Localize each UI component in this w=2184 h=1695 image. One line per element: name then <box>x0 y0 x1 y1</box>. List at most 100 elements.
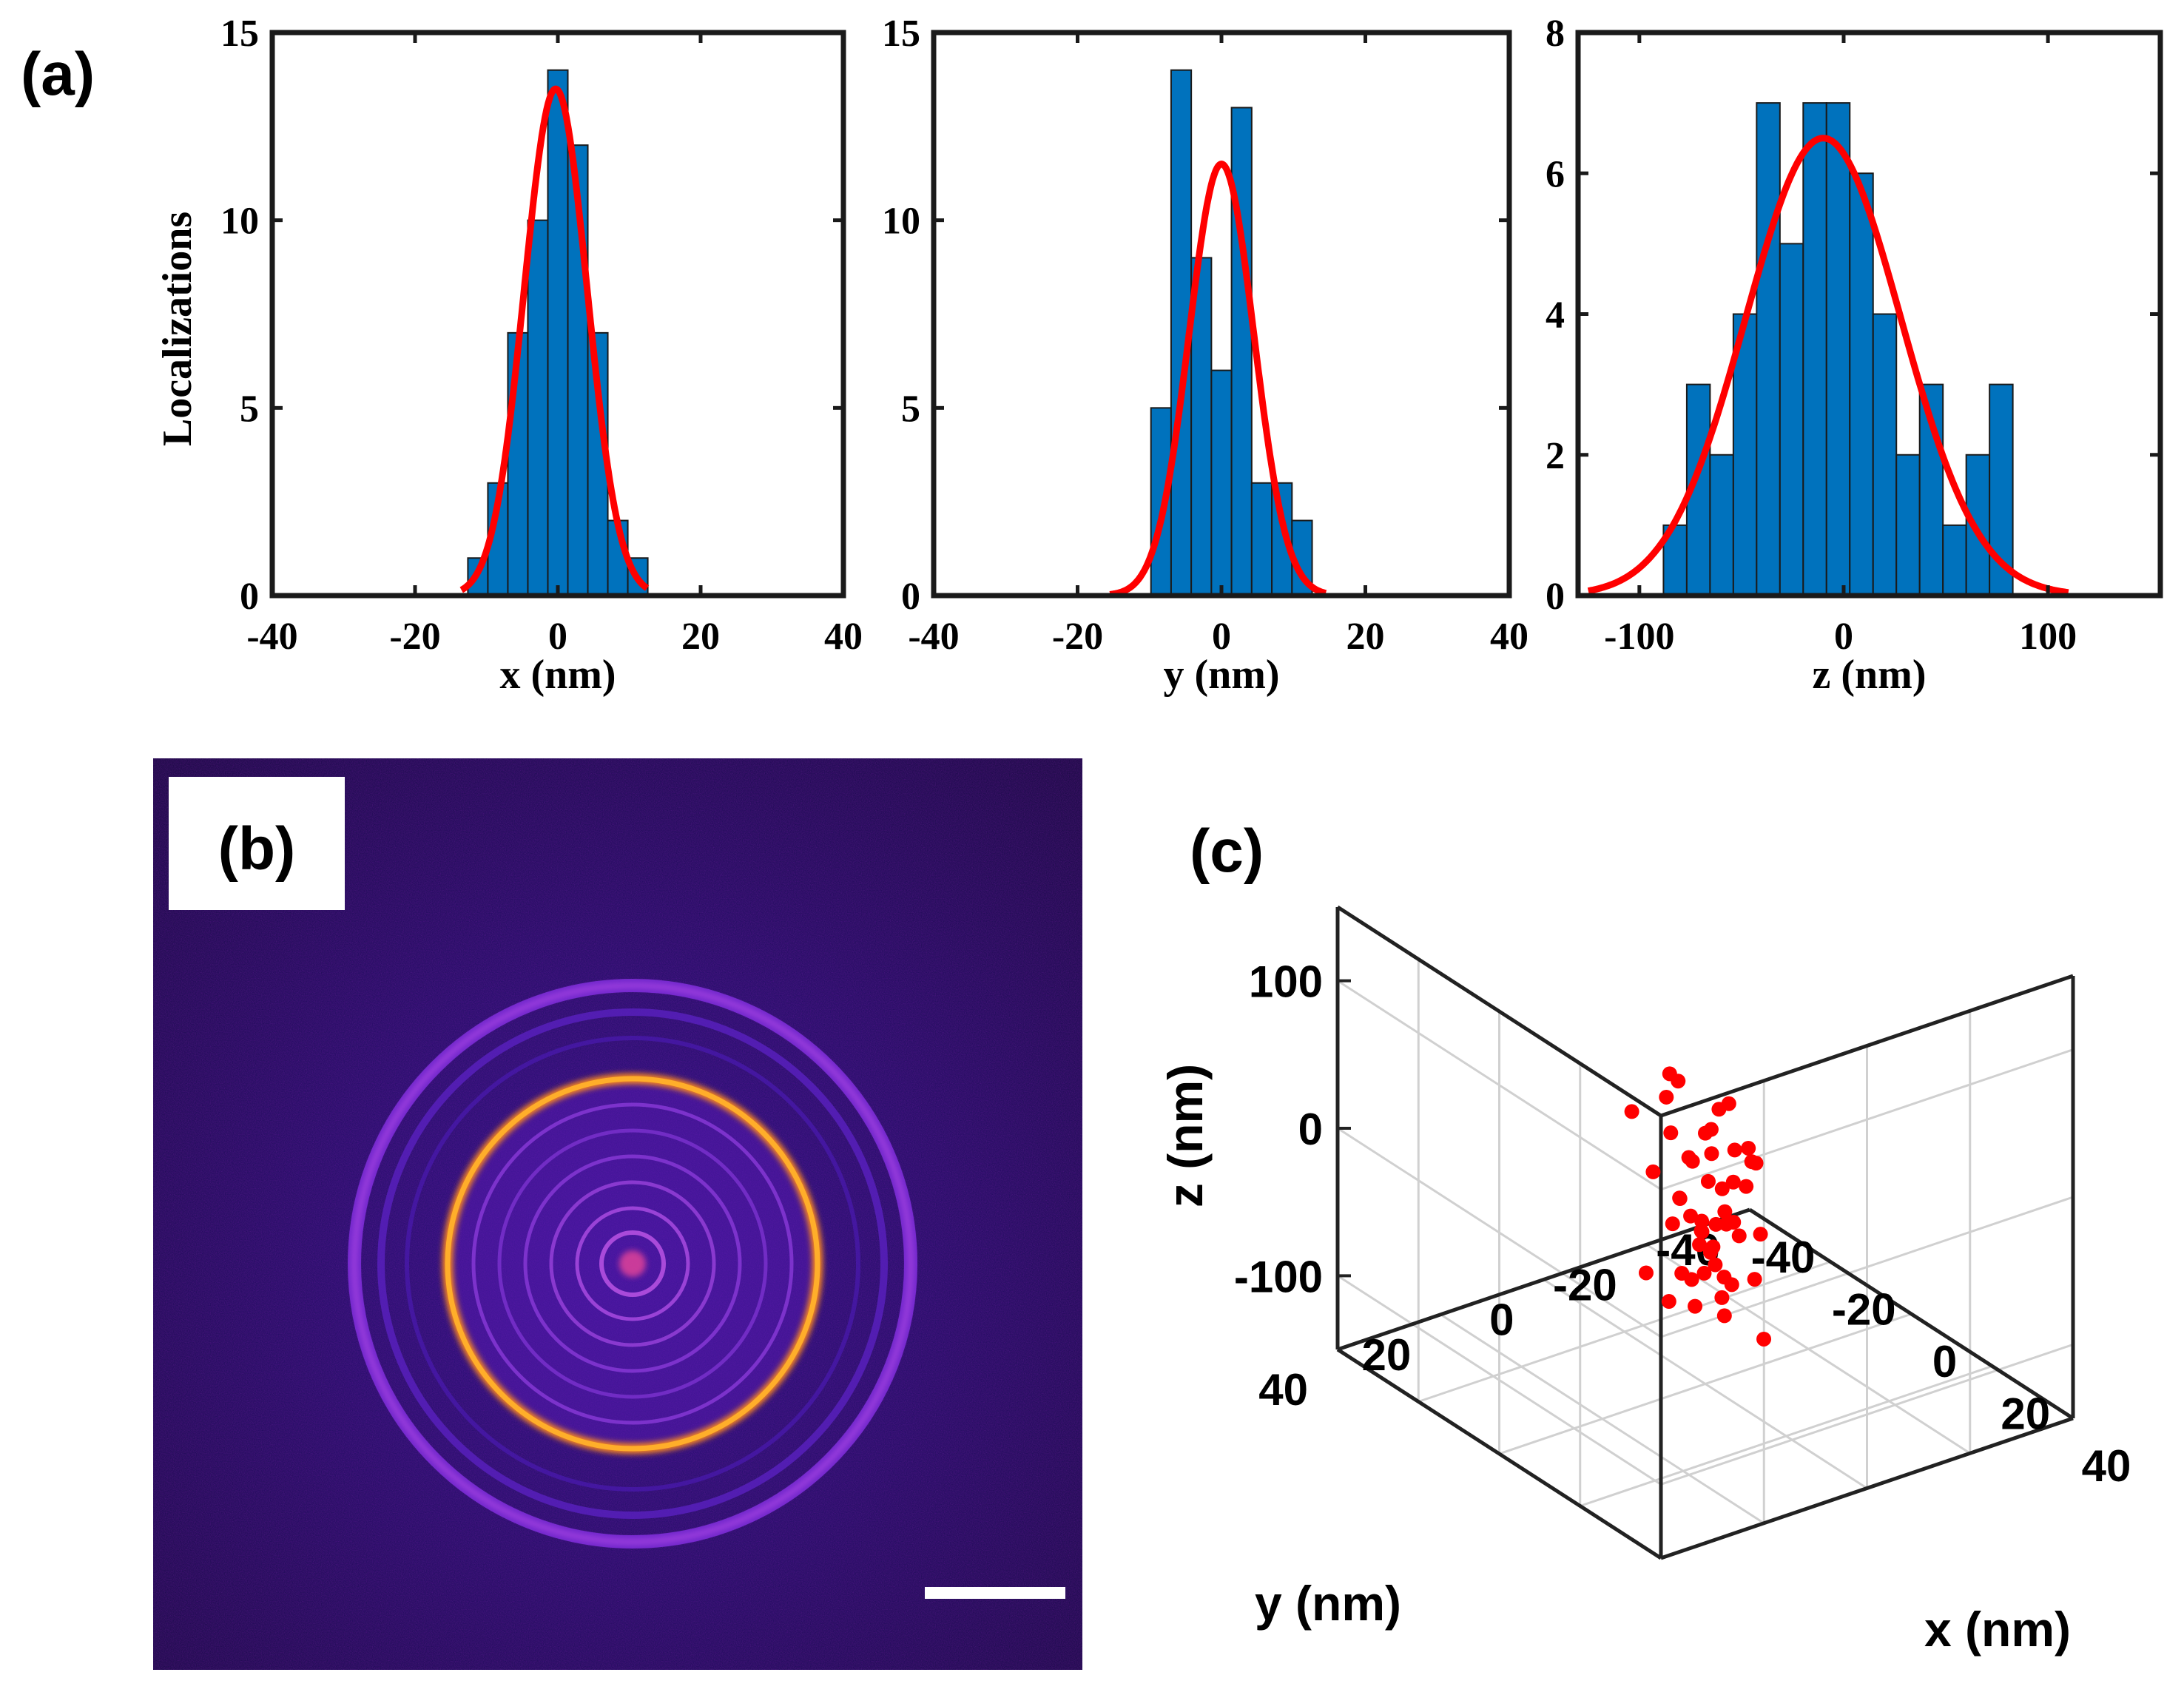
z-tick-label: -100 <box>1234 1252 1323 1301</box>
grid-line <box>1337 1275 1662 1486</box>
y-axis-line <box>1337 1207 1750 1352</box>
gaussian-fit-curve <box>459 85 650 593</box>
scatter-point <box>1716 1270 1732 1285</box>
x-tick-label: -20 <box>1052 616 1103 658</box>
scatter-point <box>1756 1331 1772 1347</box>
x-tick-label: 100 <box>2019 616 2077 658</box>
scatter-point <box>1692 1237 1708 1253</box>
scatter-point <box>1704 1146 1719 1162</box>
y-tick-label: 5 <box>240 388 259 430</box>
scatter-point <box>1663 1125 1679 1141</box>
histogram-bar <box>1802 102 1827 596</box>
grid-line <box>1337 1127 1662 1338</box>
panel-c-label: (c) <box>1190 818 1264 885</box>
panel-a-label: (a) <box>21 41 95 108</box>
histogram-bar <box>1210 369 1233 596</box>
box-edge <box>1660 974 2074 1118</box>
scatter-point <box>1688 1298 1703 1314</box>
scatter-point <box>1638 1265 1654 1281</box>
scale-bar <box>925 1587 1065 1599</box>
label-box <box>169 777 345 910</box>
x-axis-label: y (nm) <box>1163 652 1279 698</box>
scatter-point <box>1705 1239 1721 1255</box>
z-axis-label: z (nm) <box>1158 1064 1213 1207</box>
y-tick-label: 0 <box>1546 576 1565 618</box>
bright-ring <box>445 1076 820 1452</box>
histogram-bar <box>1895 454 1921 596</box>
scatter-point <box>1719 1216 1734 1232</box>
box-edge <box>1660 1416 2074 1560</box>
x-tick-label: -40 <box>908 616 959 658</box>
box-edge <box>1336 905 1662 1118</box>
box-edge <box>1336 1347 1662 1560</box>
x-tick-label: 20 <box>2001 1389 2050 1439</box>
scatter-point <box>1661 1294 1676 1310</box>
scatter-point <box>1645 1164 1661 1179</box>
scatter-point <box>1708 1216 1724 1232</box>
scatter-point <box>1731 1228 1747 1244</box>
scatter-point <box>1698 1125 1713 1141</box>
x-tick-label: 40 <box>824 616 863 658</box>
scatter-point <box>1624 1104 1639 1119</box>
scatter-point <box>1747 1272 1762 1287</box>
z-tick-label: 100 <box>1249 957 1323 1007</box>
x-tick-label: 0 <box>1212 616 1231 658</box>
x-tick-label: 40 <box>2082 1441 2131 1491</box>
histogram-bar <box>1849 172 1874 596</box>
y-tick-label: -20 <box>1553 1260 1617 1310</box>
z-tick-label: 0 <box>1298 1105 1323 1154</box>
scatter-point <box>1711 1102 1727 1117</box>
scatter-point <box>1717 1204 1733 1219</box>
x-tick-label: 40 <box>1490 616 1529 658</box>
y-tick-label: 15 <box>220 13 259 55</box>
gaussian-fit-curve <box>1108 161 1329 598</box>
scatter-point <box>1741 1140 1756 1156</box>
ring-pattern <box>348 979 917 1549</box>
histogram-bar <box>1230 107 1253 596</box>
grid-line <box>1337 980 1662 1190</box>
histogram-bar <box>1872 313 1898 596</box>
scatter-point <box>1696 1265 1712 1281</box>
y-tick-label: 40 <box>1258 1365 1308 1415</box>
histogram-z: -100 0 100 0 2 4 6 8 z (nm) <box>1546 13 2163 698</box>
histogram-bar <box>1250 482 1273 596</box>
y-tick-label: 8 <box>1546 13 1565 55</box>
scatter-point <box>1659 1089 1674 1105</box>
histogram-bar <box>1709 454 1734 596</box>
y-tick-label: 10 <box>220 200 259 243</box>
y-tick-label: 6 <box>1546 153 1565 195</box>
y-tick-label: 20 <box>1362 1330 1412 1380</box>
histogram-bar <box>547 69 569 596</box>
x-tick-label: -20 <box>1832 1285 1896 1335</box>
scatter-point <box>1725 1174 1741 1190</box>
center-spot <box>619 1250 646 1277</box>
histogram-bar <box>1756 102 1781 596</box>
grid-line <box>1660 1343 2074 1486</box>
scatter-point <box>1744 1154 1759 1170</box>
panel-b-label: (b) <box>218 815 296 883</box>
scatter-point <box>1714 1290 1730 1305</box>
scatter-point <box>1708 1257 1723 1273</box>
x-tick-label: 0 <box>1932 1337 1957 1386</box>
x-axis-label: z (nm) <box>1813 652 1927 698</box>
x-axis-label: x (nm) <box>1924 1602 2071 1657</box>
histogram-bar <box>1825 102 1851 596</box>
x-axis-label: x (nm) <box>499 652 616 698</box>
y-tick-label: 0 <box>1489 1295 1514 1345</box>
histogram-bar <box>1779 243 1804 596</box>
scatter-point <box>1700 1173 1716 1189</box>
scatter-point <box>1674 1266 1690 1281</box>
histogram-y: -40 -20 0 20 40 0 5 10 15 y (nm) <box>882 13 1529 698</box>
scatter-point <box>1727 1142 1742 1158</box>
scatter-point <box>1671 1074 1686 1089</box>
y-tick-label: 0 <box>901 576 920 618</box>
grid-line <box>1543 1278 1868 1489</box>
scatter-point <box>1716 1308 1732 1324</box>
x-tick-label: 20 <box>681 616 720 658</box>
x-tick-label: -40 <box>246 616 297 658</box>
scatter-point <box>1672 1191 1688 1207</box>
